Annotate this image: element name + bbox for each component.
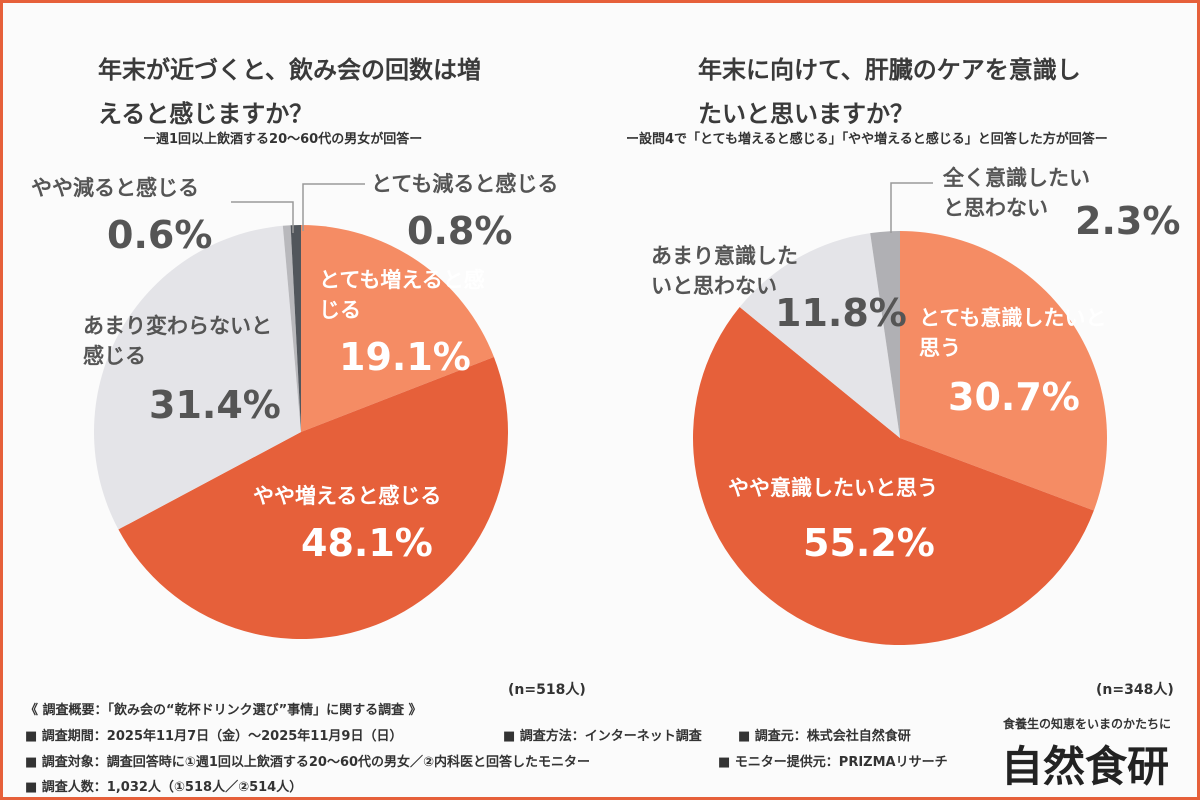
leader-line	[231, 201, 294, 233]
slice-value: 2.3%	[1075, 199, 1181, 243]
pie-slice	[301, 225, 494, 432]
leader-line	[890, 182, 933, 233]
survey-item: ■ 調査人数：1,032人（①518人／②514人）	[25, 780, 303, 795]
slice-label: 全く意識したいと思わない	[943, 166, 1090, 220]
chart-subtitle: ー週1回以上飲酒する20〜60代の男女が回答ー	[143, 132, 423, 147]
pie-slice	[118, 357, 508, 639]
slice-label: とても増えると感じる	[319, 268, 485, 322]
sample-note: (n=518人)	[508, 682, 586, 698]
chart-subtitle: ー設問4で「とても増えると感じる」「やや増えると感じる」と回答した方が回答ー	[626, 132, 1108, 147]
pie-slice	[93, 225, 301, 530]
survey-heading: 《 調査概要：「飲み会の“乾杯ドリンク選び”事情」に関する調査 》	[25, 703, 422, 718]
pie-slice	[692, 307, 1094, 646]
pie-slice	[282, 225, 301, 432]
slice-label: あまり意識したいと思わない	[651, 244, 798, 298]
slice-value: 31.4%	[149, 383, 281, 427]
survey-item: ■ 調査方法：インターネット調査	[503, 729, 702, 744]
slice-value: 55.2%	[803, 521, 935, 565]
pies	[93, 182, 1107, 646]
survey-item: ■ 調査元：株式会社自然食研	[738, 729, 911, 744]
leader-line	[302, 183, 365, 231]
slice-value: 30.7%	[948, 375, 1080, 419]
slice-value: 19.1%	[339, 335, 471, 379]
pie-slice	[290, 225, 301, 432]
brand-tagline: 食養生の知恵をいまのかたちに	[1003, 717, 1172, 731]
pie-slice	[870, 231, 900, 438]
slice-label: とても減ると感じる	[371, 172, 559, 196]
slice-label: やや意識したいと思う	[728, 476, 938, 500]
survey-item: ■ 調査期間：2025年11月7日（金）〜2025年11月9日（日）	[25, 729, 403, 744]
chart-title: 年末が近づくと、飲み会の回数は増えると感じますか？	[98, 56, 482, 128]
slice-label: やや減ると感じる	[31, 176, 199, 200]
slice-value: 11.8%	[775, 291, 907, 335]
slice-label: とても意識したいと思う	[919, 306, 1107, 360]
chart-title: 年末に向けて、肝臓のケアを意識したいと思いますか？	[698, 56, 1081, 128]
pie-slice	[739, 233, 900, 438]
slice-value: 48.1%	[301, 521, 433, 565]
brand-name: 自然食研	[1001, 742, 1170, 791]
pie-slice	[900, 231, 1107, 511]
survey-item: ■ モニター提供元：PRIZMAリサーチ	[718, 755, 948, 770]
slice-label: やや増えると感じる	[253, 484, 442, 508]
slice-value: 0.6%	[107, 213, 213, 257]
survey-item: ■ 調査対象：調査回答時に①週1回以上飲酒する20〜60代の男女／②内科医と回答…	[25, 755, 591, 770]
slice-label: あまり変わらないと感じる	[83, 314, 272, 368]
sample-note: (n=348人)	[1096, 682, 1174, 698]
slice-value: 0.8%	[407, 209, 513, 253]
